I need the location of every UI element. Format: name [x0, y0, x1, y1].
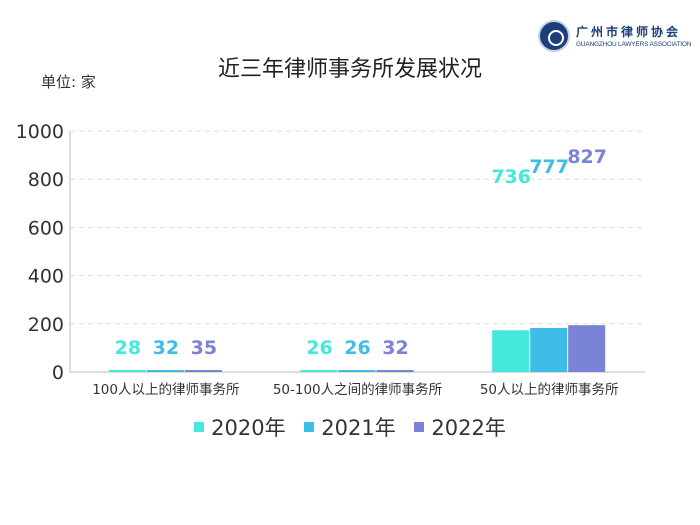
bar-2021年-1 [338, 370, 376, 372]
legend-label-2020: 2020年 [211, 416, 286, 440]
y-tick-label: 600 [28, 217, 64, 239]
data-label: 736 [491, 166, 531, 188]
y-tick-label: 400 [28, 266, 64, 288]
bar-chart: 0 200 400 600 800 1000 28 32 35 100人以上的律师事务所 26 26 3… [16, 121, 645, 398]
y-tick-label: 1000 [16, 121, 64, 143]
data-label: 777 [529, 156, 569, 178]
legend-swatch-2020 [194, 422, 205, 432]
data-label: 28 [115, 337, 141, 359]
y-tick-label: 800 [28, 169, 64, 191]
bar-2021年-2 [530, 327, 568, 372]
data-label: 32 [382, 337, 408, 359]
bar-2022年-0 [184, 370, 222, 372]
chart-title: 近三年律师事务所发展状况 [217, 57, 482, 82]
lawyers-association-seal-icon [538, 20, 570, 52]
legend-item-2020[interactable]: 2020年 [194, 412, 286, 442]
legend-swatch-2021 [304, 422, 315, 432]
bar-2022年-2 [568, 325, 606, 372]
x-tick-label: 50-100人之间的律师事务所 [273, 382, 442, 398]
data-label: 26 [344, 337, 370, 359]
bar-2022年-1 [376, 370, 414, 372]
logo: 广州市律师协会 GUANGZHOU LAWYERS ASSOCIATION [538, 20, 691, 56]
legend-item-2022[interactable]: 2022年 [414, 412, 506, 442]
data-label: 26 [306, 337, 332, 359]
bar-2021年-0 [146, 370, 184, 372]
y-tick-label: 0 [52, 362, 64, 384]
legend-label-2021: 2021年 [321, 416, 396, 440]
legend-label-2022: 2022年 [431, 416, 506, 440]
logo-name-cn: 广州市律师协会 [576, 25, 682, 39]
chart-legend: 2020年 2021年 2022年 [0, 412, 700, 442]
x-tick-label: 100人以上的律师事务所 [92, 382, 239, 398]
logo-name-en: GUANGZHOU LAWYERS ASSOCIATION [576, 41, 692, 48]
x-tick-label: 50人以上的律师事务所 [480, 382, 619, 398]
bar-2020年-0 [108, 370, 146, 372]
data-label: 35 [191, 337, 217, 359]
bar-2020年-1 [300, 370, 338, 372]
y-tick-label: 200 [28, 314, 64, 336]
bar-2020年-2 [492, 330, 530, 372]
data-label: 32 [153, 337, 179, 359]
legend-item-2021[interactable]: 2021年 [304, 412, 396, 442]
legend-swatch-2022 [414, 422, 425, 432]
unit-label: 单位: 家 [41, 73, 96, 91]
data-label: 827 [567, 146, 607, 168]
